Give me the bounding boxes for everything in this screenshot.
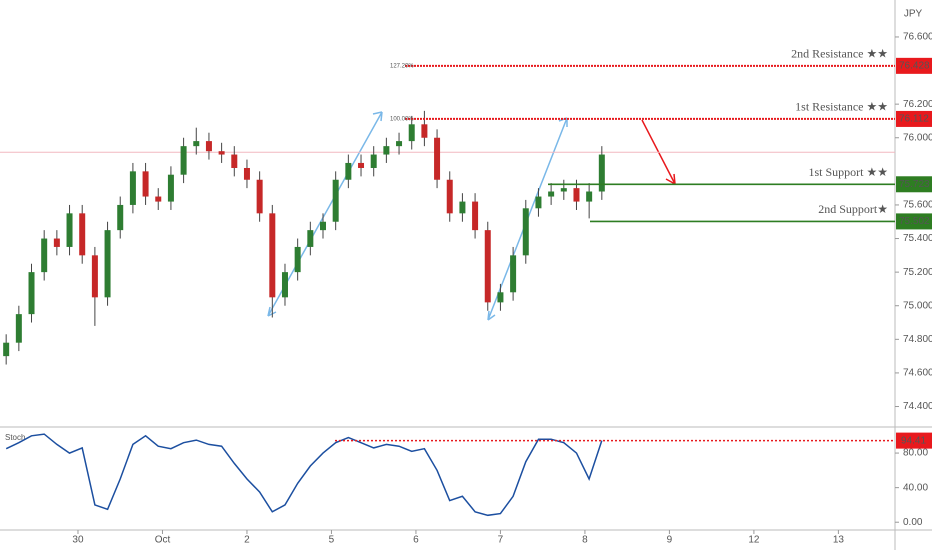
candle-body: [256, 179, 263, 214]
candle-body: [129, 171, 136, 205]
candle-body: [434, 137, 441, 180]
candle-body: [79, 213, 86, 256]
candle-body: [193, 141, 200, 147]
candle-body: [522, 208, 529, 256]
candle-body: [205, 141, 212, 152]
candle-body: [497, 292, 504, 303]
candle-body: [446, 179, 453, 214]
candle-body: [180, 146, 187, 175]
x-tick-label: 13: [833, 535, 845, 546]
candle-body: [421, 124, 428, 138]
stoch-title: Stoch: [5, 433, 25, 442]
y-tick-label: 76.600: [903, 32, 932, 43]
candle-body: [548, 191, 555, 197]
candle-body: [345, 162, 352, 180]
level-name: 2nd Support★: [818, 202, 888, 216]
level-name: 1st Support ★★: [808, 165, 888, 179]
x-tick-label: 6: [413, 535, 419, 546]
candle-body: [91, 255, 98, 298]
candle-body: [3, 342, 10, 357]
x-tick-label: 12: [748, 535, 760, 546]
candle-body: [510, 255, 517, 293]
y-tick-label: 74.400: [903, 401, 932, 412]
last-value-label: 94.41: [901, 435, 926, 446]
y-tick-label: 0.00: [903, 517, 923, 528]
fib-label: 127.20%: [390, 63, 414, 69]
candle-body: [586, 191, 593, 202]
x-tick-label: 2: [244, 535, 250, 546]
candle-body: [117, 204, 124, 231]
level-label: 75.502: [899, 216, 930, 227]
candle-body: [155, 196, 162, 202]
candle-body: [573, 188, 580, 202]
candle-body: [370, 154, 377, 168]
last-value-box: [896, 432, 932, 449]
candle-body: [41, 238, 48, 273]
level-box: [896, 176, 932, 193]
y-tick-label: 75.600: [903, 200, 932, 211]
y-tick-label: 75.200: [903, 267, 932, 278]
candle-body: [408, 124, 415, 142]
candle-body: [243, 167, 250, 180]
candle-body: [396, 141, 403, 147]
candle-body: [560, 188, 567, 192]
x-tick-label: 8: [582, 535, 588, 546]
x-tick-label: 7: [498, 535, 504, 546]
fib-label: 100.00%: [390, 117, 414, 123]
candle-body: [66, 213, 73, 247]
candle-body: [459, 201, 466, 214]
candle-body: [320, 221, 327, 231]
y-tick-label: 75.400: [903, 233, 932, 244]
y-tick-label: 40.00: [903, 482, 928, 493]
level-label: 76.112: [899, 114, 929, 125]
level-name: 2nd Resistance ★★: [791, 47, 888, 61]
candle-body: [294, 246, 301, 273]
candle-body: [535, 196, 542, 209]
candle-body: [28, 272, 35, 315]
level-label: 76.428: [899, 60, 930, 71]
candle-body: [281, 272, 288, 298]
candle-body: [104, 230, 111, 298]
level-label: 75.723: [899, 179, 930, 190]
candle-body: [231, 154, 238, 168]
stoch-line: [5, 433, 603, 517]
candle-body: [15, 314, 22, 343]
level-box: [896, 213, 932, 230]
candle-body: [332, 179, 339, 222]
candle-body: [218, 151, 225, 155]
x-tick-label: Oct: [155, 535, 171, 546]
y-tick-label: 75.000: [903, 300, 932, 311]
candle-body: [383, 146, 390, 155]
y-tick-label: 74.800: [903, 334, 932, 345]
candle-body: [53, 238, 60, 247]
candle-body: [358, 162, 365, 168]
y-tick-label: 76.200: [903, 99, 932, 110]
candle-body: [307, 230, 314, 247]
candle-body: [167, 174, 174, 202]
candle-body: [269, 213, 276, 298]
y-tick-label: 74.600: [903, 368, 932, 379]
level-name: 1st Resistance ★★: [795, 100, 888, 114]
candle-body: [598, 154, 605, 192]
x-tick-label: 30: [72, 535, 84, 546]
x-tick-label: 9: [667, 535, 673, 546]
y-tick-label: 80.00: [903, 448, 928, 459]
candle-body: [472, 201, 479, 231]
y-tick-label: 76.000: [903, 132, 932, 143]
level-box: [896, 57, 932, 74]
level-box: [896, 110, 932, 127]
candle-body: [142, 171, 149, 197]
currency-label: JPY: [904, 9, 923, 20]
x-tick-label: 5: [329, 535, 335, 546]
candle-body: [484, 230, 491, 303]
